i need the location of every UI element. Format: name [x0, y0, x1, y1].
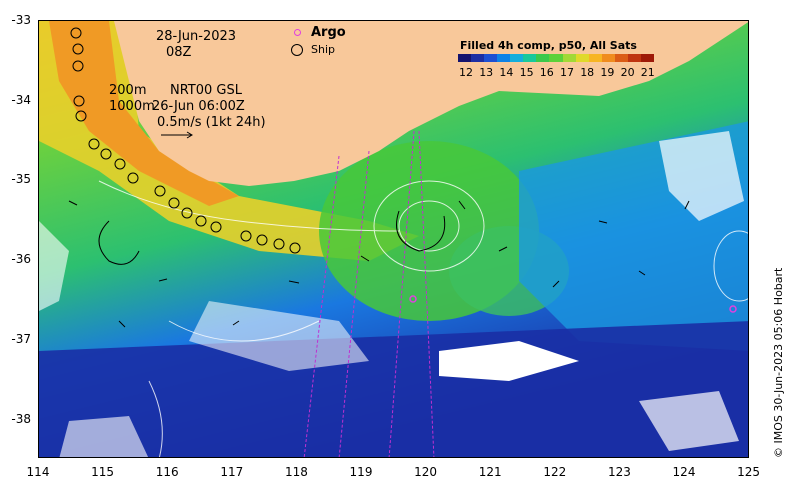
map-date: 28-Jun-2023	[156, 29, 237, 44]
argo-legend-icon	[294, 29, 301, 36]
colorbar-label: 16	[539, 66, 554, 79]
colorbar-swatch	[471, 54, 485, 62]
land-australia	[114, 21, 748, 186]
colorbar-label: 15	[519, 66, 534, 79]
y-tick-label: -34	[11, 92, 31, 107]
colorbar-label: 14	[499, 66, 514, 79]
y-tick-label: -37	[11, 331, 31, 346]
ship-track	[303, 130, 435, 457]
argo-float-east	[729, 305, 737, 313]
x-tick-label: 118	[284, 465, 308, 479]
colorbar-swatch	[575, 54, 589, 62]
cold-water-south	[39, 321, 748, 457]
x-tick-label: 114	[26, 465, 50, 479]
map-hour: 08Z	[166, 45, 192, 60]
colorbar-label: 13	[479, 66, 494, 79]
colorbar-swatch	[523, 54, 537, 62]
y-tick-label: -38	[11, 411, 31, 426]
x-tick-label: 125	[737, 465, 761, 479]
ship-legend-icon	[291, 44, 303, 56]
x-tick-label: 117	[220, 465, 244, 479]
x-tick-label: 115	[91, 465, 115, 479]
x-tick-label: 116	[155, 465, 179, 479]
x-tick-label: 120	[414, 465, 438, 479]
argo-legend-label: Argo	[311, 25, 346, 40]
x-tick-label: 123	[607, 465, 631, 479]
sea-level-contours	[98, 180, 748, 457]
x-tick-label: 119	[349, 465, 373, 479]
colorbar-label: 20	[620, 66, 635, 79]
vector-scale-label: 0.5m/s (1kt 24h)	[157, 115, 266, 130]
colorbar-swatch	[549, 54, 563, 62]
colorbar-swatch	[510, 54, 524, 62]
sst-map	[38, 20, 749, 458]
colorbar-label: 21	[640, 66, 655, 79]
colorbar-label: 17	[560, 66, 574, 79]
ship-markers	[70, 27, 301, 254]
depth-200-label: 200m	[109, 83, 147, 98]
ship-legend-label: Ship	[311, 43, 335, 56]
x-tick-label: 124	[672, 465, 696, 479]
colorbar-swatch	[601, 54, 615, 62]
y-tick-label: -33	[11, 13, 31, 27]
colorbar-swatch	[458, 54, 472, 62]
sst-field	[39, 21, 748, 457]
colorbar-label: 12	[459, 66, 473, 79]
colorbar-label: 19	[600, 66, 615, 79]
colorbar-swatch	[497, 54, 511, 62]
current-vectors	[68, 200, 690, 328]
colorbar-swatch	[562, 54, 576, 62]
x-tick-label: 122	[543, 465, 567, 479]
product-label: NRT00 GSL	[170, 83, 242, 98]
depth-1000-label: 1000m	[109, 99, 155, 114]
colorbar-swatch	[484, 54, 498, 62]
analysis-time: 26-Jun 06:00Z	[152, 99, 245, 114]
warm-core-band	[49, 21, 239, 206]
colorbar-swatch	[536, 54, 550, 62]
y-tick-label: -35	[11, 172, 31, 187]
colorbar-swatch	[627, 54, 641, 62]
vector-scale-arrow	[161, 131, 193, 139]
credit-line: © IMOS 30-Jun-2023 05:06 Hobart	[772, 267, 785, 458]
colorbar	[458, 54, 654, 62]
y-tick-label: -36	[11, 252, 31, 267]
colorbar-swatch	[640, 54, 654, 62]
colorbar-title: Filled 4h comp, p50, All Sats	[460, 39, 637, 52]
colorbar-swatch	[588, 54, 602, 62]
argo-float	[409, 295, 417, 303]
colorbar-label: 18	[580, 66, 595, 79]
colorbar-swatch	[614, 54, 628, 62]
x-tick-label: 121	[478, 465, 502, 479]
